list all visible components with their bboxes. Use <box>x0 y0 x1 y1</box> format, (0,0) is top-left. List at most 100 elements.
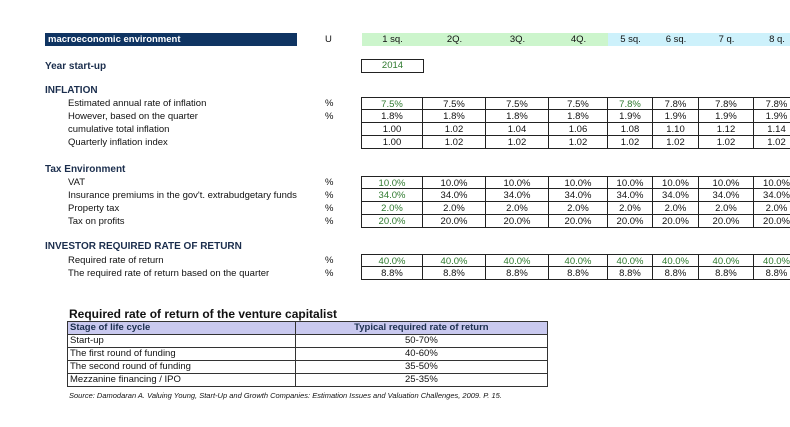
value-cell[interactable]: 34.0% <box>607 189 653 202</box>
value-cell[interactable]: 20.0% <box>422 215 486 228</box>
value-cell[interactable]: 7.5% <box>485 97 549 110</box>
value-cell[interactable]: 1.02 <box>607 136 653 149</box>
value-cell[interactable]: 20.0% <box>753 215 790 228</box>
value-cell[interactable]: 40.0% <box>652 254 699 267</box>
table-row: The first round of funding 40-60% <box>67 347 549 361</box>
value-cell[interactable]: 8.8% <box>753 267 790 280</box>
value-cell[interactable]: 20.0% <box>652 215 699 228</box>
value-cell[interactable]: 8.8% <box>548 267 608 280</box>
value-cell[interactable]: 8.8% <box>652 267 699 280</box>
value-cell[interactable]: 1.06 <box>548 123 608 136</box>
value-cell[interactable]: 34.0% <box>485 189 549 202</box>
value-cell[interactable]: 20.0% <box>548 215 608 228</box>
value-cell[interactable]: 1.8% <box>548 110 608 123</box>
value-cell[interactable]: 2.0% <box>422 202 486 215</box>
section-title: INVESTOR REQUIRED RATE OF RETURN <box>45 241 242 252</box>
value-cell[interactable]: 10.0% <box>422 176 486 189</box>
value-cell[interactable]: 40.0% <box>548 254 608 267</box>
value-cell[interactable]: 1.9% <box>698 110 754 123</box>
value-cell[interactable]: 7.5% <box>548 97 608 110</box>
value-cell[interactable]: 1.08 <box>607 123 653 136</box>
value-cell[interactable]: 34.0% <box>698 189 754 202</box>
value-cell[interactable]: 2.0% <box>485 202 549 215</box>
quarter-header: 1 sq. <box>362 33 423 46</box>
rate-cell: 25-35% <box>294 373 549 387</box>
value-cell[interactable]: 1.9% <box>753 110 790 123</box>
value-cell[interactable]: 1.00 <box>361 136 423 149</box>
stage-cell: Mezzanine financing / IPO <box>67 373 296 387</box>
row-label: Quarterly inflation index <box>68 137 168 148</box>
value-cell[interactable]: 40.0% <box>607 254 653 267</box>
row-unit: % <box>325 190 334 201</box>
value-cell[interactable]: 10.0% <box>548 176 608 189</box>
value-cell[interactable]: 34.0% <box>361 189 423 202</box>
row-unit: % <box>325 255 334 266</box>
value-cell[interactable]: 34.0% <box>548 189 608 202</box>
value-cell[interactable]: 20.0% <box>698 215 754 228</box>
value-cell[interactable]: 10.0% <box>753 176 790 189</box>
value-cell[interactable]: 2.0% <box>652 202 699 215</box>
value-cell[interactable]: 40.0% <box>753 254 790 267</box>
value-cell[interactable]: 40.0% <box>485 254 549 267</box>
value-cell[interactable]: 40.0% <box>698 254 754 267</box>
value-cell[interactable]: 10.0% <box>361 176 423 189</box>
value-cell[interactable]: 1.8% <box>422 110 486 123</box>
value-cell[interactable]: 1.02 <box>753 136 790 149</box>
value-cell[interactable]: 1.02 <box>485 136 549 149</box>
value-cell[interactable]: 1.02 <box>652 136 699 149</box>
value-cell[interactable]: 2.0% <box>548 202 608 215</box>
value-cell[interactable]: 1.8% <box>361 110 423 123</box>
section-title: INFLATION <box>45 85 98 96</box>
value-cell[interactable]: 1.02 <box>698 136 754 149</box>
table-row: The second round of funding 35-50% <box>67 360 549 374</box>
quarter-header: 4Q. <box>549 33 608 46</box>
value-cell[interactable]: 8.8% <box>698 267 754 280</box>
row-label: Insurance premiums in the gov't. extrabu… <box>68 190 297 201</box>
year-input[interactable]: 2014 <box>361 59 424 73</box>
value-cell[interactable]: 1.8% <box>485 110 549 123</box>
value-cell[interactable]: 10.0% <box>652 176 699 189</box>
value-cell[interactable]: 7.8% <box>652 97 699 110</box>
value-cell[interactable]: 7.5% <box>422 97 486 110</box>
col-header-rate: Typical required rate of return <box>294 321 549 335</box>
value-cell[interactable]: 20.0% <box>485 215 549 228</box>
value-cell[interactable]: 1.14 <box>753 123 790 136</box>
value-cell[interactable]: 20.0% <box>607 215 653 228</box>
value-cell[interactable]: 8.8% <box>607 267 653 280</box>
value-cell[interactable]: 2.0% <box>698 202 754 215</box>
value-cell[interactable]: 1.02 <box>548 136 608 149</box>
value-cell[interactable]: 40.0% <box>422 254 486 267</box>
value-cell[interactable]: 8.8% <box>422 267 486 280</box>
value-cell[interactable]: 7.8% <box>698 97 754 110</box>
value-cell[interactable]: 2.0% <box>361 202 423 215</box>
row-label: However, based on the quarter <box>68 111 198 122</box>
value-cell[interactable]: 2.0% <box>607 202 653 215</box>
value-cell[interactable]: 40.0% <box>361 254 423 267</box>
value-cell[interactable]: 34.0% <box>422 189 486 202</box>
stage-cell: The first round of funding <box>67 347 296 361</box>
value-cell[interactable]: 1.04 <box>485 123 549 136</box>
value-cell[interactable]: 8.8% <box>485 267 549 280</box>
value-cell[interactable]: 1.9% <box>652 110 699 123</box>
value-cell[interactable]: 1.02 <box>422 136 486 149</box>
value-cell[interactable]: 1.10 <box>652 123 699 136</box>
stage-cell: The second round of funding <box>67 360 296 374</box>
value-cell[interactable]: 1.9% <box>607 110 653 123</box>
value-cell[interactable]: 7.8% <box>607 97 653 110</box>
value-cell[interactable]: 20.0% <box>361 215 423 228</box>
value-cell[interactable]: 1.02 <box>422 123 486 136</box>
value-cell[interactable]: 8.8% <box>361 267 423 280</box>
value-cell[interactable]: 10.0% <box>698 176 754 189</box>
row-label: VAT <box>68 177 86 188</box>
value-cell[interactable]: 7.5% <box>361 97 423 110</box>
value-cell[interactable]: 10.0% <box>607 176 653 189</box>
value-cell[interactable]: 34.0% <box>652 189 699 202</box>
quarter-header: 3Q. <box>486 33 549 46</box>
value-cell[interactable]: 10.0% <box>485 176 549 189</box>
value-cell[interactable]: 1.00 <box>361 123 423 136</box>
value-cell[interactable]: 34.0% <box>753 189 790 202</box>
value-cell[interactable]: 7.8% <box>753 97 790 110</box>
row-unit: % <box>325 216 334 227</box>
value-cell[interactable]: 2.0% <box>753 202 790 215</box>
value-cell[interactable]: 1.12 <box>698 123 754 136</box>
